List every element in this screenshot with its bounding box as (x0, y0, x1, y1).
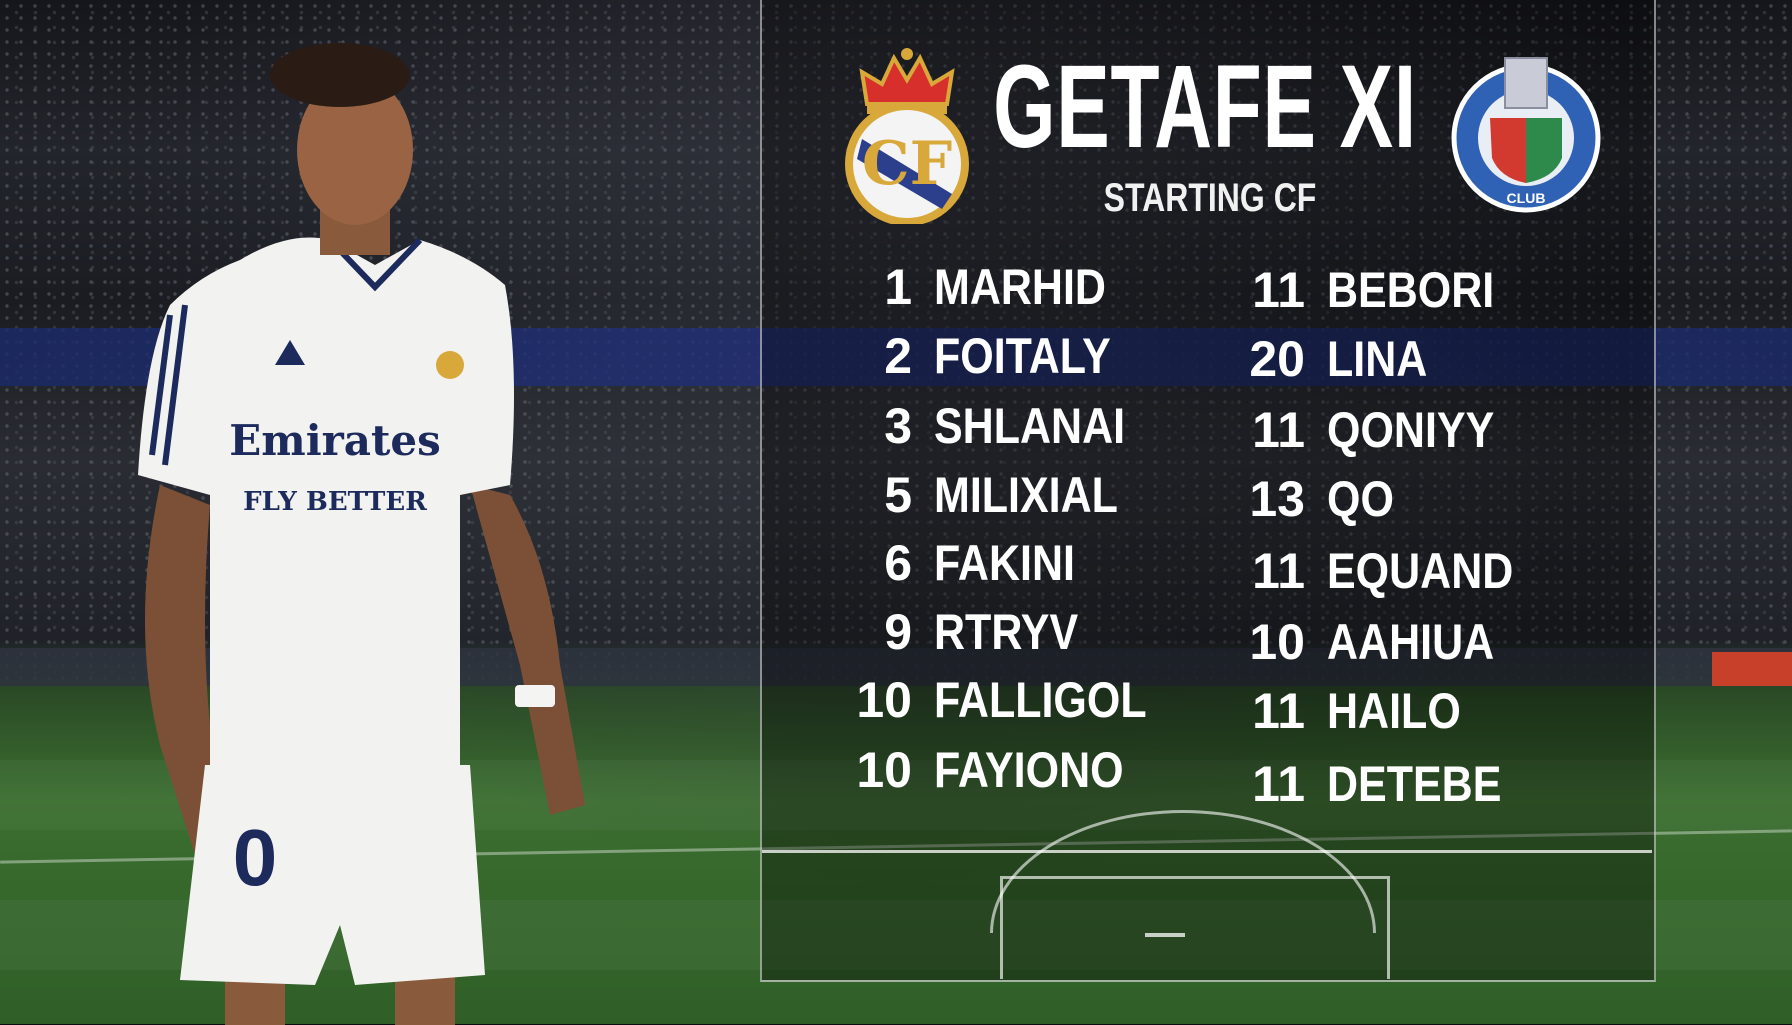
player-number: 20 (1249, 331, 1305, 387)
svg-text:CF: CF (862, 129, 952, 199)
player-number: 11 (1252, 402, 1305, 458)
shirt-sponsor: Emirates (229, 416, 441, 465)
player-figure: Emirates FLY BETTER 0 (138, 43, 585, 1025)
club-badge-icon (436, 351, 464, 379)
player-name: QO (1327, 471, 1394, 527)
player-number: 9 (884, 604, 912, 660)
player-number: 3 (884, 398, 912, 454)
player-number: 11 (1252, 543, 1305, 599)
lineup-row: 11 HAILO (1215, 686, 1483, 736)
shirt-sponsor-sub: FLY BETTER (243, 487, 427, 517)
lineup-row: 5 MILIXIAL (822, 470, 1148, 520)
advertising-board-red (1712, 652, 1792, 686)
player-number: 10 (856, 742, 912, 798)
lineup-row: 13 QO (1215, 474, 1405, 524)
lineup-row: 10 FALLIGOL (822, 675, 1181, 725)
lineup-row: 20 LINA (1215, 334, 1444, 384)
lineup-row: 9 RTRYV (822, 607, 1102, 657)
lineup-row: 3 SHLANAI (822, 401, 1156, 451)
player-number: 10 (1249, 614, 1305, 670)
getafe-crest-icon: CLUB (1451, 57, 1601, 213)
player-name: FAYIONO (934, 742, 1124, 798)
player-name: FAKINI (934, 535, 1075, 591)
player-number: 5 (884, 467, 912, 523)
lineup-row: 11 BEBORI (1215, 265, 1521, 315)
player-name: BEBORI (1327, 262, 1495, 318)
real-madrid-crest-icon: CF (845, 48, 969, 224)
lineup-row: 11 EQUAND (1215, 546, 1544, 596)
lineup-row: 2 FOITALY (822, 331, 1140, 381)
player-name: EQUAND (1327, 543, 1514, 599)
player-name: SHLANAI (934, 398, 1126, 454)
player-name: FALLIGOL (934, 672, 1147, 728)
lineup-row: 6 FAKINI (822, 538, 1098, 588)
svg-text:CLUB: CLUB (1507, 190, 1546, 206)
player-name: FOITALY (934, 328, 1111, 384)
player-name: MARHID (934, 259, 1106, 315)
player-number: 13 (1249, 471, 1305, 527)
penalty-box (1000, 876, 1390, 979)
lineup-row: 10 AAHIUA (1215, 617, 1521, 667)
player-number: 11 (1252, 756, 1305, 812)
player-number: 10 (856, 672, 912, 728)
lineup-row: 1 MARHID (822, 262, 1134, 312)
penalty-spot (1145, 933, 1185, 937)
player-name: LINA (1327, 331, 1428, 387)
player-name: RTRYV (934, 604, 1079, 660)
player-number: 2 (884, 328, 912, 384)
player-number: 11 (1252, 262, 1305, 318)
player-number: 1 (884, 259, 912, 315)
player-name: AAHIUA (1327, 614, 1495, 670)
page-title: GETAFE XI (993, 41, 1417, 173)
player-name: MILIXIAL (934, 467, 1118, 523)
lineup-row: 11 DETEBE (1215, 759, 1530, 809)
adidas-logo-icon (275, 340, 305, 365)
page-subtitle: STARTING CF (1103, 176, 1317, 220)
player-name: DETEBE (1327, 756, 1502, 812)
lineup-row: 11 QONIYY (1215, 405, 1521, 455)
shorts-number: 0 (233, 813, 278, 902)
player-name: QONIYY (1327, 402, 1495, 458)
lineup-row: 10 FAYIONO (822, 745, 1154, 795)
player-name: HAILO (1327, 683, 1461, 739)
player-number: 6 (884, 535, 912, 591)
player-number: 11 (1252, 683, 1305, 739)
